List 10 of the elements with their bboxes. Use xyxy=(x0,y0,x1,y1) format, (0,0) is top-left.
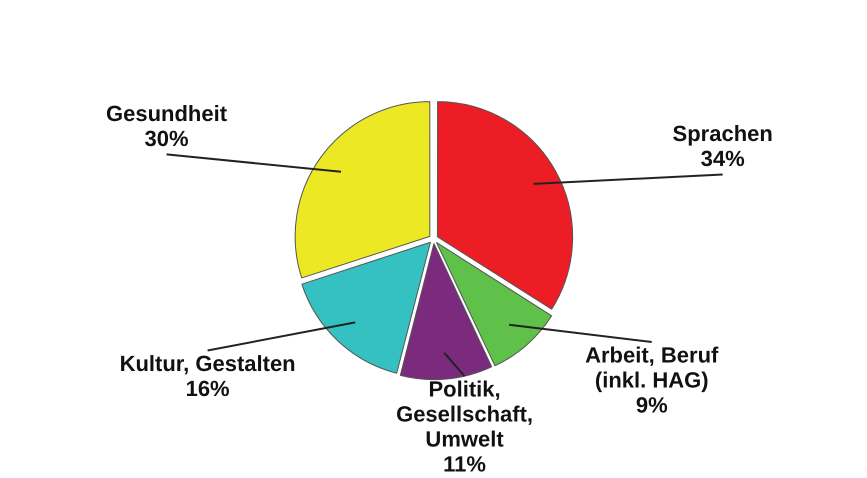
data-label: 11% xyxy=(443,452,486,477)
data-label: 30% xyxy=(144,126,189,151)
slice-label: Politik, Gesellschaft, Umwelt xyxy=(396,376,534,452)
slice-label: Arbeit, Beruf (inkl. HAG) xyxy=(585,342,720,393)
slice-label: Kultur, Gestalten xyxy=(120,351,296,376)
data-label: 34% xyxy=(700,146,745,172)
slice-label: Gesundheit xyxy=(106,100,228,126)
data-label: 9% xyxy=(636,392,668,418)
slice-label: Sprachen xyxy=(672,121,773,146)
data-label: 16% xyxy=(186,376,230,402)
